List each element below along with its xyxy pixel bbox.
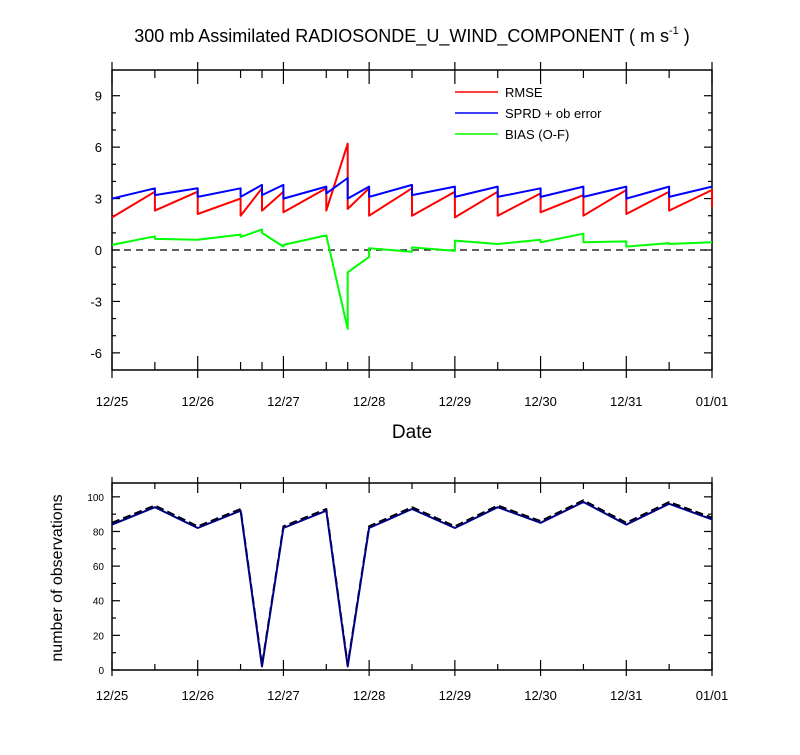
chart-title-end: ) (679, 26, 690, 46)
top-xtick-label: 12/25 (96, 394, 129, 409)
bottom-ytick-label: 20 (93, 631, 105, 642)
top-ytick-label: -3 (90, 294, 102, 309)
bottom-series-group (111, 499, 713, 668)
chart-title-superscript: -1 (669, 25, 679, 37)
legend: RMSE SPRD + ob error BIAS (O-F) (455, 85, 602, 142)
bias-line (111, 228, 713, 330)
top-ytick-label: -6 (90, 346, 102, 361)
top-xtick-label: 01/01 (696, 394, 729, 409)
bottom-xtick-label: 12/25 (96, 688, 129, 703)
top-xtick-label: 12/26 (181, 394, 214, 409)
bottom-xtick-label: 01/01 (696, 688, 729, 703)
bottom-ytick-label: 80 (93, 527, 105, 538)
top-ytick-label: 3 (95, 192, 102, 207)
bottom-xtick-label: 12/26 (181, 688, 214, 703)
chart-title-main: 300 mb Assimilated RADIOSONDE_U_WIND_COM… (134, 26, 669, 47)
bottom-xtick-label: 12/29 (439, 688, 472, 703)
bottom-ytick-label: 60 (93, 562, 105, 573)
top-xtick-label: 12/27 (267, 394, 300, 409)
top-plot-frame (111, 69, 713, 371)
top-xtick-label: 12/28 (353, 394, 386, 409)
bottom-xtick-label: 12/30 (524, 688, 557, 703)
rmse-line (111, 142, 713, 219)
obs-solid-line (111, 501, 713, 668)
bottom-xtick-label: 12/28 (353, 688, 386, 703)
top-xtick-label: 12/31 (610, 394, 643, 409)
top-xtick-label: 12/29 (439, 394, 472, 409)
bottom-xtick-label: 12/27 (267, 688, 300, 703)
legend-label-sprd-line: SPRD + ob error (505, 106, 602, 121)
top-ytick-label: 9 (95, 89, 102, 104)
obs-dashed-line (111, 499, 713, 666)
x-axis-label: Date (392, 422, 432, 443)
legend-label-rmse-line: RMSE (505, 85, 543, 100)
bottom-ytick-label: 100 (87, 493, 104, 504)
top-xtick-label: 12/30 (524, 394, 557, 409)
bottom-ticks: 0 20 40 60 80 100 12/25 12/26 12/27 12/28 12/29 12/… (87, 477, 728, 703)
legend-label-bias-line: BIAS (O-F) (505, 127, 569, 142)
top-series-group (111, 142, 713, 330)
chart-title: 300 mb Assimilated RADIOSONDE_U_WIND_COM… (134, 25, 690, 47)
bottom-ytick-label: 40 (93, 597, 105, 608)
top-ticks: -6 -3 0 3 6 9 12/25 12/26 12/27 12/28 12/29 12/30 12… (90, 62, 728, 409)
top-ytick-label: 0 (95, 243, 102, 258)
top-ytick-label: 6 (95, 140, 102, 155)
bottom-y-axis-label: number of observations (49, 494, 66, 661)
bottom-ytick-label: 0 (98, 666, 104, 677)
sprd-line (111, 177, 713, 200)
bottom-xtick-label: 12/31 (610, 688, 643, 703)
bottom-plot-frame (111, 482, 713, 671)
